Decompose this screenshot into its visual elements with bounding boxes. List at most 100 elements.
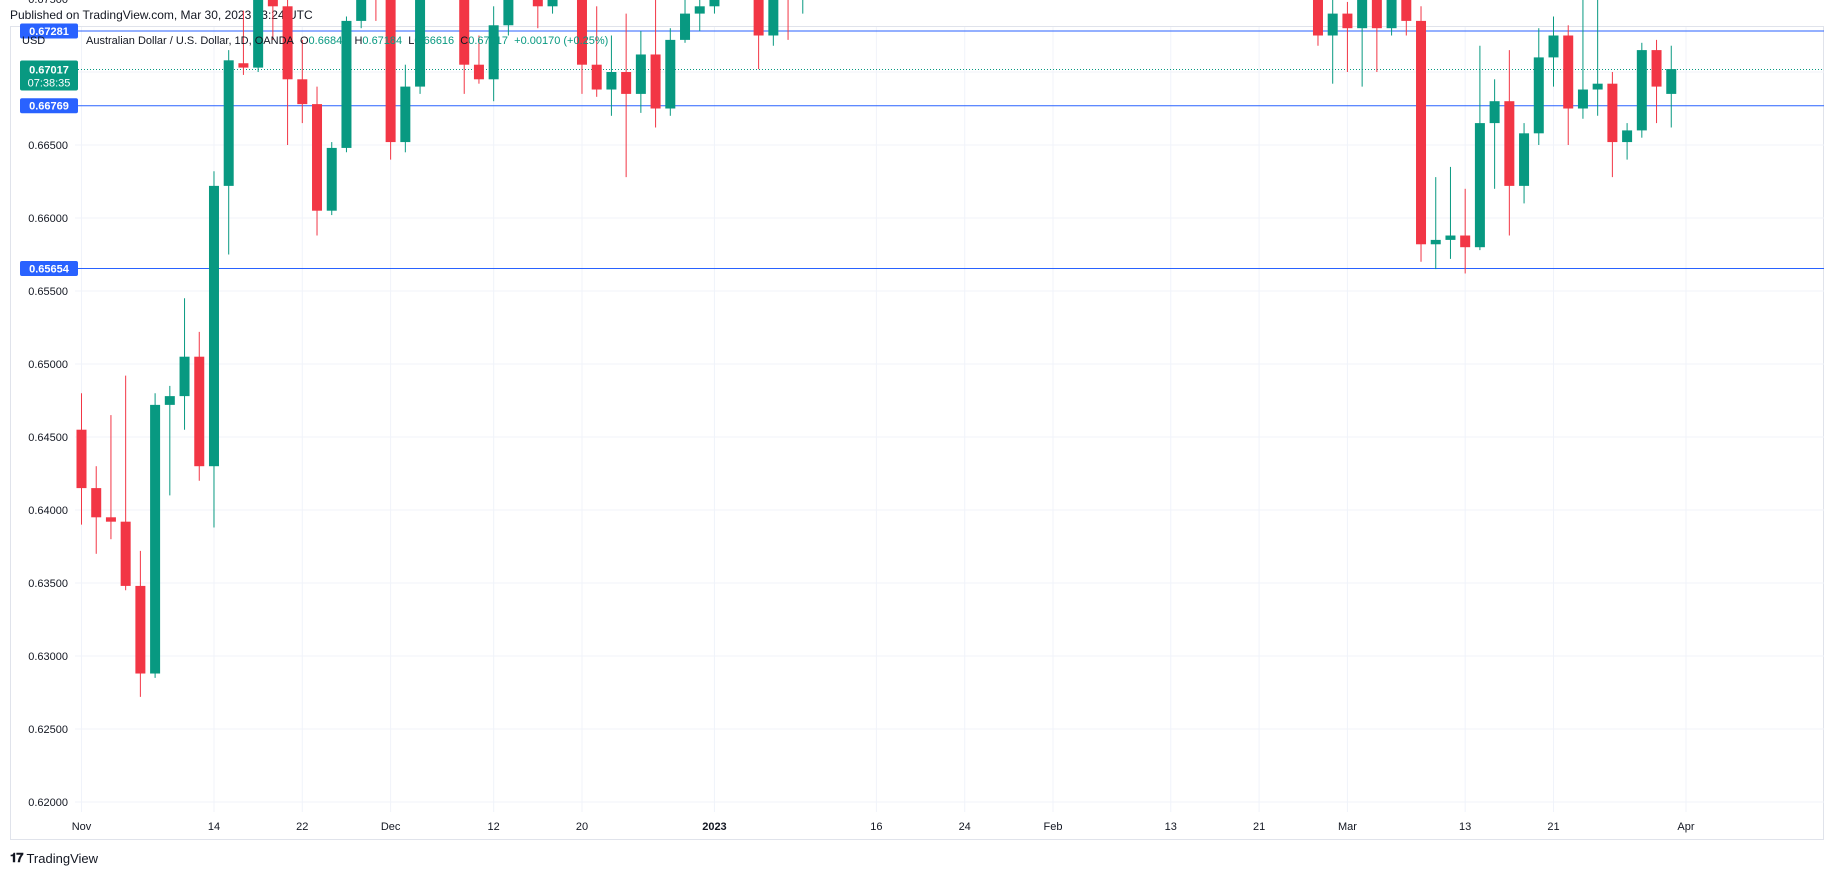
candle bbox=[1622, 123, 1633, 160]
candle-body bbox=[1445, 235, 1456, 240]
candle-body bbox=[164, 396, 175, 405]
candle-body bbox=[576, 0, 587, 65]
candle-body bbox=[1489, 101, 1500, 124]
symbol-legend: Australian Dollar / U.S. Dollar, 1D, OAN… bbox=[86, 35, 608, 47]
tradingview-brand[interactable]: 𝟏𝟕 TradingView bbox=[10, 850, 98, 866]
candle bbox=[547, 0, 558, 14]
currency-label: USD bbox=[22, 35, 46, 47]
candle bbox=[400, 64, 411, 153]
y-tick-label: 0.67500 bbox=[28, 0, 68, 6]
candle bbox=[253, 0, 264, 72]
price-badges: 0.680990.672810.667690.656540.6701707:38… bbox=[20, 23, 78, 277]
candle-body bbox=[297, 79, 308, 105]
candle bbox=[650, 0, 661, 128]
candle bbox=[375, 0, 377, 21]
candle-body bbox=[1430, 239, 1441, 245]
candle bbox=[1519, 123, 1530, 204]
hline-price-badge bbox=[20, 261, 78, 277]
x-axis-labels: Nov 14 22 Dec 12 20 2023 16 24 Feb 13 21 Mar 13 21 Apr bbox=[72, 821, 1695, 833]
candle-body bbox=[694, 6, 705, 14]
candle-body bbox=[1401, 0, 1412, 21]
candle-body bbox=[680, 13, 691, 40]
candle bbox=[680, 0, 691, 43]
candle bbox=[1577, 0, 1588, 119]
candle bbox=[1460, 188, 1471, 274]
candle bbox=[503, 0, 514, 36]
chart-grid bbox=[75, 27, 1824, 812]
candle-body bbox=[753, 0, 764, 36]
candle-body bbox=[606, 72, 617, 90]
x-tick-label: 13 bbox=[1165, 821, 1177, 833]
candle-body bbox=[312, 104, 323, 211]
candle-body bbox=[591, 64, 602, 90]
x-tick-label: 21 bbox=[1253, 821, 1265, 833]
hline-price-text: 0.67281 bbox=[29, 26, 69, 38]
candle-body bbox=[547, 0, 558, 7]
candle bbox=[282, 0, 293, 145]
y-tick-label: 0.64000 bbox=[28, 505, 68, 517]
y-tick-label: 0.66500 bbox=[28, 140, 68, 152]
y-tick-label: 0.63000 bbox=[28, 651, 68, 663]
high-value: 0.67184 bbox=[362, 35, 403, 47]
candle bbox=[238, 10, 249, 75]
x-tick-label: Feb bbox=[1044, 821, 1063, 833]
candle-body bbox=[1577, 89, 1588, 109]
candle-body bbox=[1622, 130, 1633, 143]
candle bbox=[1651, 39, 1662, 124]
candle-body bbox=[253, 0, 264, 68]
candle bbox=[709, 0, 720, 14]
published-caption: Published on TradingView.com, Mar 30, 20… bbox=[10, 8, 313, 22]
x-tick-label: 14 bbox=[208, 821, 220, 833]
candle-body bbox=[223, 60, 234, 186]
candle bbox=[297, 39, 308, 124]
candle-body bbox=[1371, 0, 1382, 29]
candle-body bbox=[135, 585, 146, 674]
candle-body bbox=[1416, 20, 1427, 245]
candle-body bbox=[326, 147, 337, 211]
candle bbox=[606, 35, 617, 116]
candle bbox=[1386, 0, 1397, 36]
candle-body bbox=[768, 0, 779, 36]
hline-price-text: 0.65654 bbox=[29, 264, 70, 276]
y-tick-label: 0.66000 bbox=[28, 213, 68, 225]
candle-body bbox=[238, 63, 249, 68]
candle-body bbox=[120, 521, 131, 586]
high-label: H bbox=[354, 35, 363, 47]
candle bbox=[1327, 0, 1338, 84]
candle bbox=[415, 0, 426, 94]
candle-body bbox=[150, 404, 161, 674]
close-value: 0.67017 bbox=[468, 35, 509, 47]
candle bbox=[1430, 177, 1441, 270]
x-tick-label: 24 bbox=[959, 821, 971, 833]
candle-body bbox=[1504, 101, 1515, 186]
hline-price-badge bbox=[20, 23, 78, 39]
candle bbox=[120, 375, 131, 591]
candle bbox=[223, 50, 234, 255]
candle bbox=[385, 0, 396, 160]
x-tick-label: 21 bbox=[1547, 821, 1559, 833]
candle bbox=[1401, 0, 1412, 36]
y-tick-label: 0.62500 bbox=[28, 724, 68, 736]
candle-body bbox=[1357, 0, 1368, 29]
candle bbox=[194, 331, 205, 481]
candle-body bbox=[1666, 69, 1677, 94]
y-tick-label: 0.64500 bbox=[28, 432, 68, 444]
x-tick-label: Apr bbox=[1677, 821, 1694, 833]
x-tick-label: 16 bbox=[870, 821, 882, 833]
candle-body bbox=[400, 86, 411, 143]
candle bbox=[1533, 28, 1544, 145]
candle-body bbox=[1563, 35, 1574, 109]
candle bbox=[150, 393, 161, 678]
x-tick-label: 13 bbox=[1459, 821, 1471, 833]
low-value: 0.66616 bbox=[414, 35, 455, 47]
candle bbox=[753, 0, 764, 70]
candle-body bbox=[105, 517, 116, 522]
candle-body bbox=[356, 0, 367, 21]
candle bbox=[179, 298, 190, 430]
candle-body bbox=[267, 0, 278, 7]
candle bbox=[591, 6, 602, 97]
y-tick-label: 0.63500 bbox=[28, 578, 68, 590]
candle-body bbox=[179, 356, 190, 397]
candle bbox=[621, 13, 632, 178]
